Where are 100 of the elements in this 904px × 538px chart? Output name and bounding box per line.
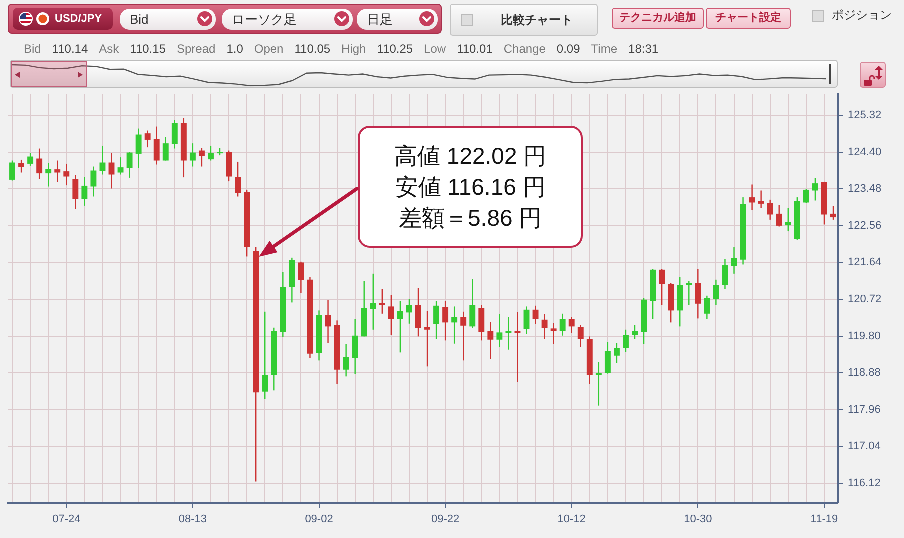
candlestick bbox=[532, 305, 539, 325]
candlestick bbox=[506, 316, 512, 350]
candlestick bbox=[704, 295, 710, 320]
text: 18:31 bbox=[628, 41, 659, 57]
candlestick bbox=[568, 316, 575, 334]
candlestick bbox=[343, 344, 350, 378]
candlestick bbox=[659, 268, 666, 306]
candlestick bbox=[578, 324, 584, 348]
candlestick bbox=[713, 279, 720, 306]
candlestick bbox=[803, 188, 810, 204]
candlestick bbox=[488, 322, 494, 360]
text: 1.0 bbox=[226, 41, 244, 57]
candlestick bbox=[36, 148, 43, 180]
y-tick-label: 116.12 bbox=[848, 477, 881, 490]
tab: 比較チャート bbox=[450, 4, 598, 36]
candlestick bbox=[298, 261, 304, 294]
candlestick bbox=[470, 278, 476, 329]
y-tick-label: 125.32 bbox=[848, 110, 882, 122]
candlestick bbox=[767, 199, 774, 221]
candlestick bbox=[478, 304, 485, 342]
candlestick bbox=[28, 152, 34, 167]
candlestick bbox=[830, 206, 836, 221]
candlestick bbox=[442, 300, 449, 342]
candlestick bbox=[108, 152, 115, 190]
candlestick bbox=[614, 342, 620, 364]
candlestick bbox=[416, 288, 422, 338]
candlestick bbox=[623, 329, 629, 353]
candlestick bbox=[812, 178, 818, 202]
text: 0.09 bbox=[556, 41, 580, 57]
candlestick bbox=[496, 314, 503, 348]
candlestick bbox=[90, 166, 97, 198]
candlestick bbox=[198, 148, 205, 168]
candlestick bbox=[604, 342, 611, 374]
x-tick-label: 09-02 bbox=[305, 514, 334, 526]
text: Low bbox=[424, 41, 446, 57]
candlestick bbox=[632, 324, 638, 340]
candlestick bbox=[144, 130, 151, 148]
dropdown: 日足 bbox=[357, 9, 438, 30]
candlestick bbox=[64, 163, 70, 186]
candlestick bbox=[325, 300, 332, 344]
text: 110.05 bbox=[294, 41, 331, 57]
candlestick bbox=[136, 128, 142, 169]
candlestick bbox=[542, 314, 548, 340]
candlestick bbox=[434, 300, 440, 340]
candlestick bbox=[550, 322, 557, 345]
candlestick bbox=[118, 156, 124, 176]
y-tick-label: 117.96 bbox=[848, 404, 881, 416]
candlestick bbox=[235, 161, 242, 198]
candlestick bbox=[722, 258, 728, 290]
text: 110.14 bbox=[52, 41, 88, 57]
candlestick bbox=[162, 136, 169, 162]
annotation: 差額＝5.86 円 bbox=[398, 204, 544, 233]
text: Time bbox=[591, 41, 618, 57]
button: チャート設定 bbox=[706, 8, 791, 29]
candlestick bbox=[524, 306, 530, 335]
text: 110.15 bbox=[130, 41, 166, 57]
candlestick bbox=[18, 159, 25, 174]
candlestick bbox=[352, 318, 358, 375]
text: ポジション bbox=[832, 8, 892, 23]
y-tick-label: 118.88 bbox=[848, 367, 881, 380]
candlestick bbox=[452, 306, 458, 344]
candlestick bbox=[560, 313, 566, 336]
candlestick bbox=[262, 311, 268, 400]
dropdown: ローソク足 bbox=[222, 9, 353, 30]
dropdown: Bid bbox=[120, 9, 216, 30]
candlestick bbox=[208, 145, 214, 162]
candlestick bbox=[46, 162, 52, 188]
y-tick-label: 124.40 bbox=[848, 146, 882, 158]
x-tick-label: 07-24 bbox=[52, 514, 81, 526]
candlestick bbox=[379, 288, 386, 314]
candlestick bbox=[749, 184, 756, 211]
text: Change bbox=[504, 41, 546, 57]
x-tick-label: 11-19 bbox=[810, 514, 838, 526]
candlestick bbox=[776, 204, 782, 228]
candlestick bbox=[154, 126, 160, 166]
candlestick bbox=[370, 273, 376, 330]
candlestick bbox=[424, 310, 430, 368]
y-tick-label: 123.48 bbox=[848, 183, 882, 196]
annotation: 安値 116.16 円 bbox=[394, 172, 547, 202]
candlestick bbox=[126, 152, 133, 179]
candlestick bbox=[731, 246, 738, 275]
x-tick-label: 08-13 bbox=[178, 514, 208, 526]
text: High bbox=[342, 41, 366, 57]
candlestick bbox=[388, 294, 394, 336]
text: Bid bbox=[24, 41, 42, 57]
y-tick-label: 117.04 bbox=[848, 440, 881, 453]
candlestick bbox=[172, 119, 178, 150]
candlestick bbox=[397, 300, 404, 354]
candlestick bbox=[514, 312, 521, 383]
x-tick-label: 10-12 bbox=[558, 514, 586, 526]
text: Ask bbox=[99, 41, 120, 57]
candlestick bbox=[596, 362, 602, 406]
candlestick bbox=[406, 298, 412, 324]
currency-button: USD/JPY bbox=[13, 8, 113, 30]
candlestick bbox=[190, 142, 196, 168]
candlestick bbox=[686, 280, 692, 306]
candlestick bbox=[10, 160, 16, 182]
button: テクニカル追加 bbox=[612, 8, 704, 29]
text: Open bbox=[254, 41, 284, 57]
y-tick-label: 122.56 bbox=[848, 220, 882, 232]
